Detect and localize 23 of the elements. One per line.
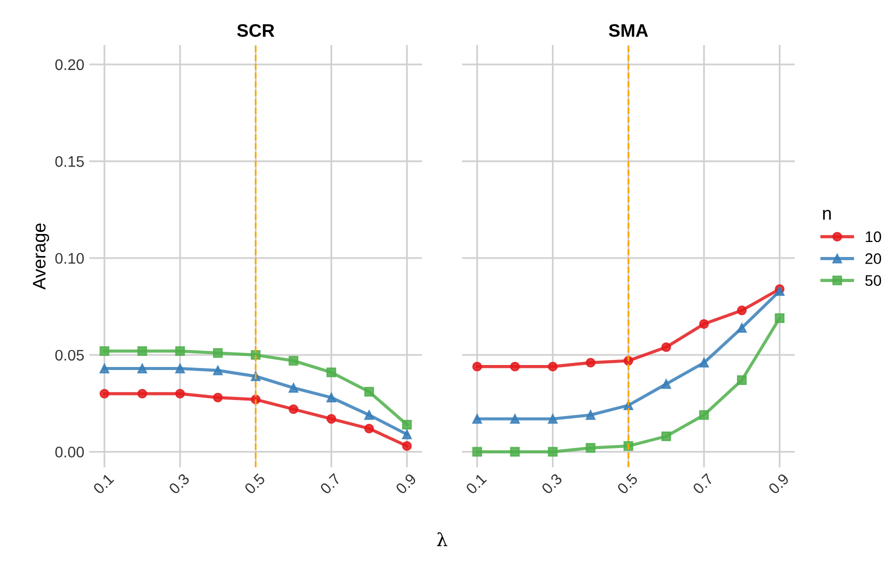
x-tick-label: 0.1 xyxy=(92,472,114,495)
y-tick-label: 0.15 xyxy=(55,156,84,167)
x-tick-label: 0.3 xyxy=(540,472,563,495)
x-tick-label: 0.9 xyxy=(395,472,417,495)
x-tick-label: 0.7 xyxy=(692,472,714,495)
y-axis-title: Average xyxy=(32,224,50,290)
y-tick-label: 0.00 xyxy=(55,446,84,458)
legend-label: 20 xyxy=(865,253,882,264)
y-tick-label: 0.05 xyxy=(55,350,84,361)
x-tick-label: 0.5 xyxy=(616,472,638,495)
chart-title: SMA xyxy=(608,24,648,37)
legend-title: n xyxy=(823,210,831,220)
legend-label: 10 xyxy=(866,231,882,242)
legend-label: 50 xyxy=(865,275,882,286)
y-tick-label: 0.10 xyxy=(55,252,84,264)
chart-title: SCR xyxy=(237,24,274,37)
x-tick-label: 0.3 xyxy=(168,472,190,495)
x-tick-label: 0.9 xyxy=(768,472,790,495)
x-tick-label: 0.1 xyxy=(465,472,488,495)
x-tick-label: 0.7 xyxy=(319,472,342,495)
x-axis-title: λ xyxy=(437,532,448,546)
x-tick-label: 0.5 xyxy=(244,472,266,495)
y-tick-label: 0.20 xyxy=(55,59,84,70)
